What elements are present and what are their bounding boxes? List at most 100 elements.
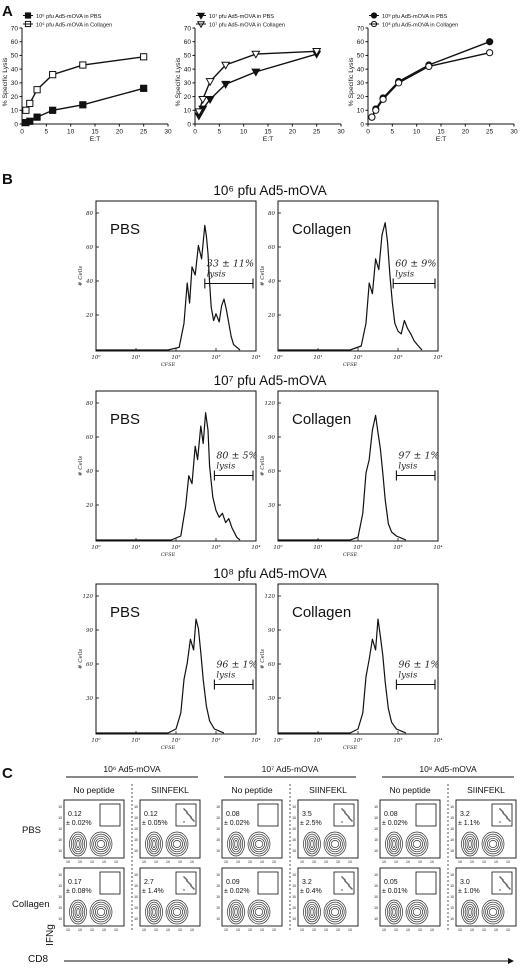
- y-tick-label: 10: [374, 917, 378, 921]
- lysis-percent: 96 ± 1%: [398, 660, 439, 671]
- x-tick-label: 10: [394, 860, 398, 864]
- dot-plot-frame: [297, 799, 359, 859]
- contour-ring: [249, 833, 269, 855]
- contour-ring: [234, 840, 238, 848]
- event-dot: [507, 886, 509, 888]
- y-tick-label: 60: [11, 39, 19, 46]
- event-dot: [499, 821, 501, 823]
- y-tick-label: 10: [184, 108, 192, 115]
- legend-entry-collagen: 10⁷ pfu Ad5-mOVA in Collagen: [209, 22, 285, 29]
- contour-ring: [70, 833, 86, 855]
- y-tick-label: 90: [268, 628, 275, 634]
- contour-ring: [329, 837, 341, 851]
- gate-sd: ± 1.4%: [142, 888, 164, 895]
- y-tick-label: 10: [58, 805, 62, 809]
- x-tick-label: 10: [458, 860, 462, 864]
- group-title: 10⁶ Ad5-mOVA: [103, 764, 161, 774]
- event-dot: [185, 810, 187, 812]
- contour-ring: [228, 833, 244, 855]
- y-tick-label: 80: [268, 211, 275, 217]
- y-tick-label: 60: [268, 469, 275, 475]
- lysis-percent: 96 ± 1%: [216, 660, 257, 671]
- contour-ring: [466, 905, 474, 919]
- y-tick-label: 10: [450, 917, 454, 921]
- contour-ring: [234, 908, 238, 916]
- contour-ring: [254, 840, 264, 848]
- event-dot: [502, 879, 504, 881]
- y-tick-label: 10: [292, 895, 296, 899]
- legend-entry-collagen: 10⁶ pfu Ad5-mOVA in Collagen: [36, 22, 112, 29]
- contour-ring: [409, 903, 425, 921]
- x-tick-label: 10²: [171, 737, 180, 744]
- marker-point: [221, 61, 231, 70]
- x-tick-label: 10: [470, 928, 474, 932]
- y-tick-label: 10: [134, 838, 138, 842]
- event-dot: [507, 818, 509, 820]
- contour-ring: [330, 840, 340, 848]
- event-dot: [191, 818, 193, 820]
- x-tick-label: 10³: [211, 544, 220, 551]
- x-axis-label: E:T: [263, 136, 274, 143]
- contour-ring: [464, 835, 476, 853]
- x-tick-label: 10: [190, 928, 194, 932]
- x-axis-label: E:T: [90, 136, 101, 143]
- event-dot: [191, 886, 193, 888]
- contour-ring: [169, 835, 185, 853]
- marker-point: [33, 86, 41, 94]
- x-tick-label: 10⁴: [433, 354, 442, 361]
- contour-ring: [249, 901, 269, 923]
- event-dot: [346, 882, 348, 884]
- event-dot: [349, 818, 351, 820]
- contour-ring: [232, 905, 240, 919]
- contour-ring: [95, 837, 107, 851]
- x-tick-label: 10: [178, 860, 182, 864]
- contour-ring: [464, 903, 476, 921]
- y-tick-label: 10: [374, 884, 378, 888]
- y-tick-label: 10: [374, 849, 378, 853]
- event-dot: [506, 885, 508, 887]
- x-tick-label: 10⁴: [433, 544, 442, 551]
- x-tick-label: 10: [272, 860, 276, 864]
- x-tick-label: 10: [248, 928, 252, 932]
- x-tick-label: 10: [506, 928, 510, 932]
- x-tick-label: 10: [458, 928, 462, 932]
- contour-ring: [165, 831, 189, 857]
- contour-ring: [323, 831, 347, 857]
- y-tick-label: 30: [11, 80, 19, 87]
- group-title: 10⁷ Ad5-mOVA: [262, 764, 319, 774]
- x-tick-label: 10: [166, 860, 170, 864]
- contour-ring: [386, 901, 402, 923]
- y-tick-label: 20: [85, 503, 93, 509]
- y-tick-label: 10: [216, 816, 220, 820]
- contour-ring: [167, 901, 187, 923]
- y-tick-label: 50: [11, 53, 19, 60]
- condition-label: Collagen: [292, 221, 351, 238]
- event-dot: [345, 881, 347, 883]
- contour-ring: [254, 908, 264, 916]
- y-tick-label: 10: [374, 838, 378, 842]
- event-dot: [500, 809, 502, 811]
- condition-label: PBS: [110, 411, 140, 428]
- y-tick-label: 60: [357, 39, 365, 46]
- x-tick-label: 10: [272, 928, 276, 932]
- x-tick-label: 10²: [353, 354, 362, 361]
- group-title: 10⁸ Ad5-mOVA: [419, 764, 477, 774]
- dot-plot-frame: [139, 867, 201, 927]
- x-tick-label: 30: [164, 129, 172, 136]
- series-line-collagen: [198, 50, 317, 112]
- y-axis-label: % Specific Lysis: [175, 57, 182, 106]
- contour-ring: [388, 903, 400, 921]
- contour-ring: [167, 833, 187, 855]
- contour-ring: [411, 837, 423, 851]
- contour-ring: [390, 905, 398, 919]
- x-tick-label: 25: [313, 129, 321, 136]
- gate-sd: ± 0.02%: [224, 820, 250, 827]
- contour-ring: [385, 899, 403, 925]
- contour-ring: [327, 903, 343, 921]
- x-tick-label: 10: [142, 928, 146, 932]
- contour-ring: [70, 901, 86, 923]
- y-tick-label: 10: [292, 827, 296, 831]
- x-tick-label: 10⁴: [251, 354, 260, 361]
- condition-label: Collagen: [292, 411, 351, 428]
- x-tick-label: 10: [190, 860, 194, 864]
